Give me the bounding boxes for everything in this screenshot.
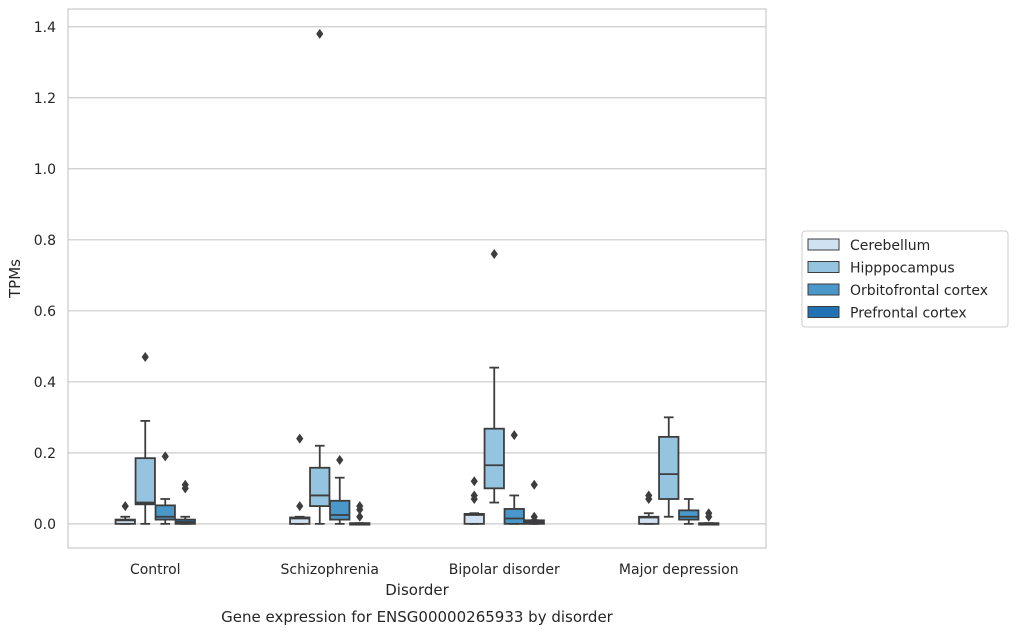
box-orbitofrontal-cortex (678, 498, 700, 525)
y-tick-label: 1.0 (34, 162, 56, 178)
legend-swatch (807, 306, 840, 318)
box-iqr (463, 513, 485, 525)
y-tick-label: 1.2 (34, 91, 56, 107)
outlier-point (296, 433, 304, 444)
x-tick-label: Bipolar disorder (449, 562, 560, 578)
box-prefrontal-cortex (698, 508, 720, 526)
outlier-point (530, 511, 538, 522)
box-cerebellum (114, 501, 136, 525)
outlier-point (121, 501, 129, 512)
outlier-point (530, 479, 538, 490)
outlier-point (161, 451, 169, 462)
outlier-point (645, 490, 653, 501)
legend-swatch (807, 261, 840, 273)
box-iqr (289, 516, 311, 525)
outlier-point (705, 508, 713, 519)
box-iqr (309, 466, 331, 508)
x-tick-label: Major depression (619, 562, 739, 578)
legend-box (801, 230, 1009, 328)
y-tick-label: 0.8 (34, 233, 56, 249)
outlier-point (316, 28, 324, 39)
box-prefrontal-cortex (523, 479, 545, 526)
y-tick-label: 0.0 (34, 517, 56, 533)
box-cerebellum (289, 433, 311, 525)
box-cerebellum (463, 476, 485, 525)
box-prefrontal-cortex (349, 501, 371, 526)
box-orbitofrontal-cortex (503, 430, 525, 525)
y-axis-label: TPMs (6, 259, 24, 299)
y-tick-label: 0.6 (34, 304, 56, 320)
legend-swatch (807, 238, 840, 251)
legend-label: Hipppocampus (850, 261, 955, 277)
legend-label: Cerebellum (850, 238, 930, 254)
legend-label: Orbitofrontal cortex (850, 283, 988, 299)
box-orbitofrontal-cortex (329, 454, 351, 525)
box-iqr (329, 499, 351, 521)
outlier-point (356, 511, 364, 522)
legend: Cerebellum Hipppocampus Orbitofrontal cort… (801, 230, 1009, 328)
box-prefrontal-cortex (174, 479, 196, 525)
legend-label: Prefrontal cortex (850, 306, 967, 322)
box-hipppocampus (309, 28, 331, 525)
plot-frame (67, 8, 767, 549)
outlier-point (356, 501, 364, 512)
box-iqr (658, 435, 680, 500)
box-layer (114, 28, 720, 526)
box-iqr (134, 457, 156, 506)
outlier-point (470, 490, 478, 501)
outlier-point (181, 479, 189, 490)
y-tick-label: 0.2 (34, 446, 56, 462)
legend-swatch (807, 283, 840, 296)
x-axis-label: Disorder (385, 581, 449, 599)
outlier-point (470, 476, 478, 487)
x-tick-label: Schizophrenia (281, 562, 379, 578)
y-tick-label: 0.4 (34, 375, 56, 391)
y-tick-label: 1.4 (34, 20, 56, 36)
box-iqr (483, 427, 505, 490)
box-hipppocampus (483, 249, 505, 504)
box-orbitofrontal-cortex (154, 451, 176, 525)
box-iqr (678, 509, 700, 521)
outlier-point (490, 249, 498, 259)
outlier-point (336, 454, 344, 465)
box-hipppocampus (658, 416, 680, 518)
box-cerebellum (638, 490, 660, 525)
box-hipppocampus (134, 351, 156, 525)
box-iqr (503, 508, 525, 525)
outlier-point (510, 430, 518, 441)
x-tick-label: Control (130, 562, 181, 578)
outlier-point (141, 351, 149, 362)
outlier-point (296, 501, 304, 512)
x-tick-labels: Control Schizophrenia Bipolar disorder Majo… (130, 562, 739, 578)
y-tick-labels: 0.0 0.2 0.4 0.6 0.8 1.0 1.2 1.4 (34, 20, 56, 533)
chart-caption: Gene expression for ENSG00000265933 by d… (221, 608, 614, 626)
